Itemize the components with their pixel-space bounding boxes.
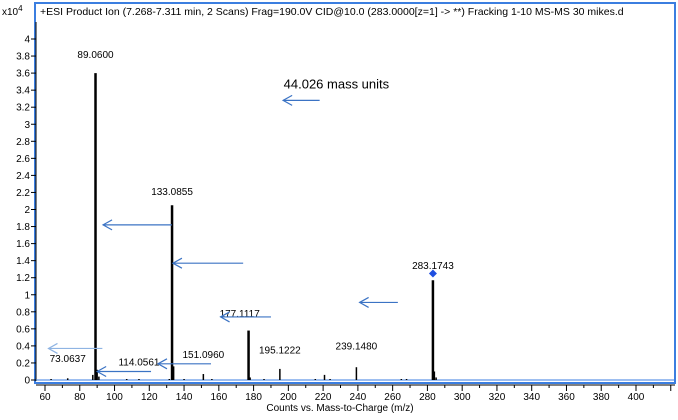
- peak-label: 283.1743: [412, 261, 454, 272]
- plot-frame: [34, 2, 676, 384]
- x-tick-label: 180: [245, 392, 262, 403]
- y-tick-label: 2.2: [16, 188, 30, 199]
- x-tick-label: 160: [210, 392, 227, 403]
- y-tick-label: 1.6: [16, 239, 30, 250]
- y-tick-label: 0: [24, 376, 30, 387]
- precursor-diamond-icon: [428, 269, 437, 278]
- x-tick-label: 380: [593, 392, 610, 403]
- y-tick-label: 0.2: [16, 358, 30, 369]
- y-tick-label: 0.4: [16, 341, 30, 352]
- peak-label: 73.0637: [50, 354, 87, 365]
- y-tick-label: 2: [24, 205, 30, 216]
- arrow-head-icon: [171, 257, 183, 269]
- y-tick-label: 1: [24, 290, 30, 301]
- arrow-head-icon: [219, 311, 230, 323]
- x-tick-label: 280: [419, 392, 436, 403]
- arrow-head-icon: [95, 365, 107, 377]
- peak-label: 114.0561: [118, 358, 159, 369]
- peak-label: 177.1117: [220, 309, 261, 320]
- y-tick-label: 1.8: [16, 222, 30, 233]
- peak-label: 195.1222: [259, 346, 301, 357]
- y-tick-label: 3.8: [16, 52, 30, 63]
- x-tick-label: 300: [454, 392, 471, 403]
- x-axis-label: Counts vs. Mass-to-Charge (m/z): [266, 403, 413, 414]
- y-tick-label: 2.4: [16, 171, 30, 182]
- y-multiplier: x104: [2, 4, 23, 18]
- annotation-text: 44.026 mass units: [284, 76, 390, 91]
- y-tick-label: 3.2: [16, 103, 30, 114]
- y-tick-label: 2.8: [16, 137, 30, 148]
- x-tick-label: 340: [523, 392, 540, 403]
- y-tick-label: 0.6: [16, 324, 30, 335]
- peak-label: 133.0855: [151, 187, 193, 198]
- y-tick-label: 1.2: [16, 273, 30, 284]
- arrow-head-icon: [101, 219, 113, 231]
- x-tick-label: 240: [350, 392, 367, 403]
- peak-label: 151.0960: [182, 350, 224, 361]
- chart-title: +ESI Product Ion (7.268-7.311 min, 2 Sca…: [40, 6, 624, 18]
- x-tick-label: 220: [315, 392, 332, 403]
- x-tick-label: 360: [558, 392, 575, 403]
- y-tick-label: 4: [24, 35, 30, 46]
- y-tick-label: 3: [24, 120, 30, 131]
- x-tick-label: 100: [106, 392, 123, 403]
- x-tick-label: 120: [141, 392, 158, 403]
- x-tick-label: 400: [628, 392, 645, 403]
- y-tick-label: 3.4: [16, 86, 30, 97]
- peak-label: 239.1480: [336, 341, 378, 352]
- y-tick-label: 3.6: [16, 69, 30, 80]
- x-tick-label: 200: [280, 392, 297, 403]
- x-tick-label: 60: [39, 392, 51, 403]
- peak-label: 89.0600: [77, 50, 114, 61]
- y-tick-label: 1.4: [16, 256, 30, 267]
- arrow-head-icon: [156, 358, 168, 370]
- arrow-head-icon: [358, 296, 369, 308]
- x-tick-label: 320: [489, 392, 506, 403]
- arrow-head-icon: [47, 342, 58, 354]
- y-tick-label: 0.8: [16, 307, 30, 318]
- y-tick-label: 2.6: [16, 154, 30, 165]
- x-tick-label: 140: [176, 392, 193, 403]
- arrow-head-icon: [281, 94, 293, 106]
- x-tick-label: 80: [74, 392, 86, 403]
- x-tick-label: 260: [384, 392, 401, 403]
